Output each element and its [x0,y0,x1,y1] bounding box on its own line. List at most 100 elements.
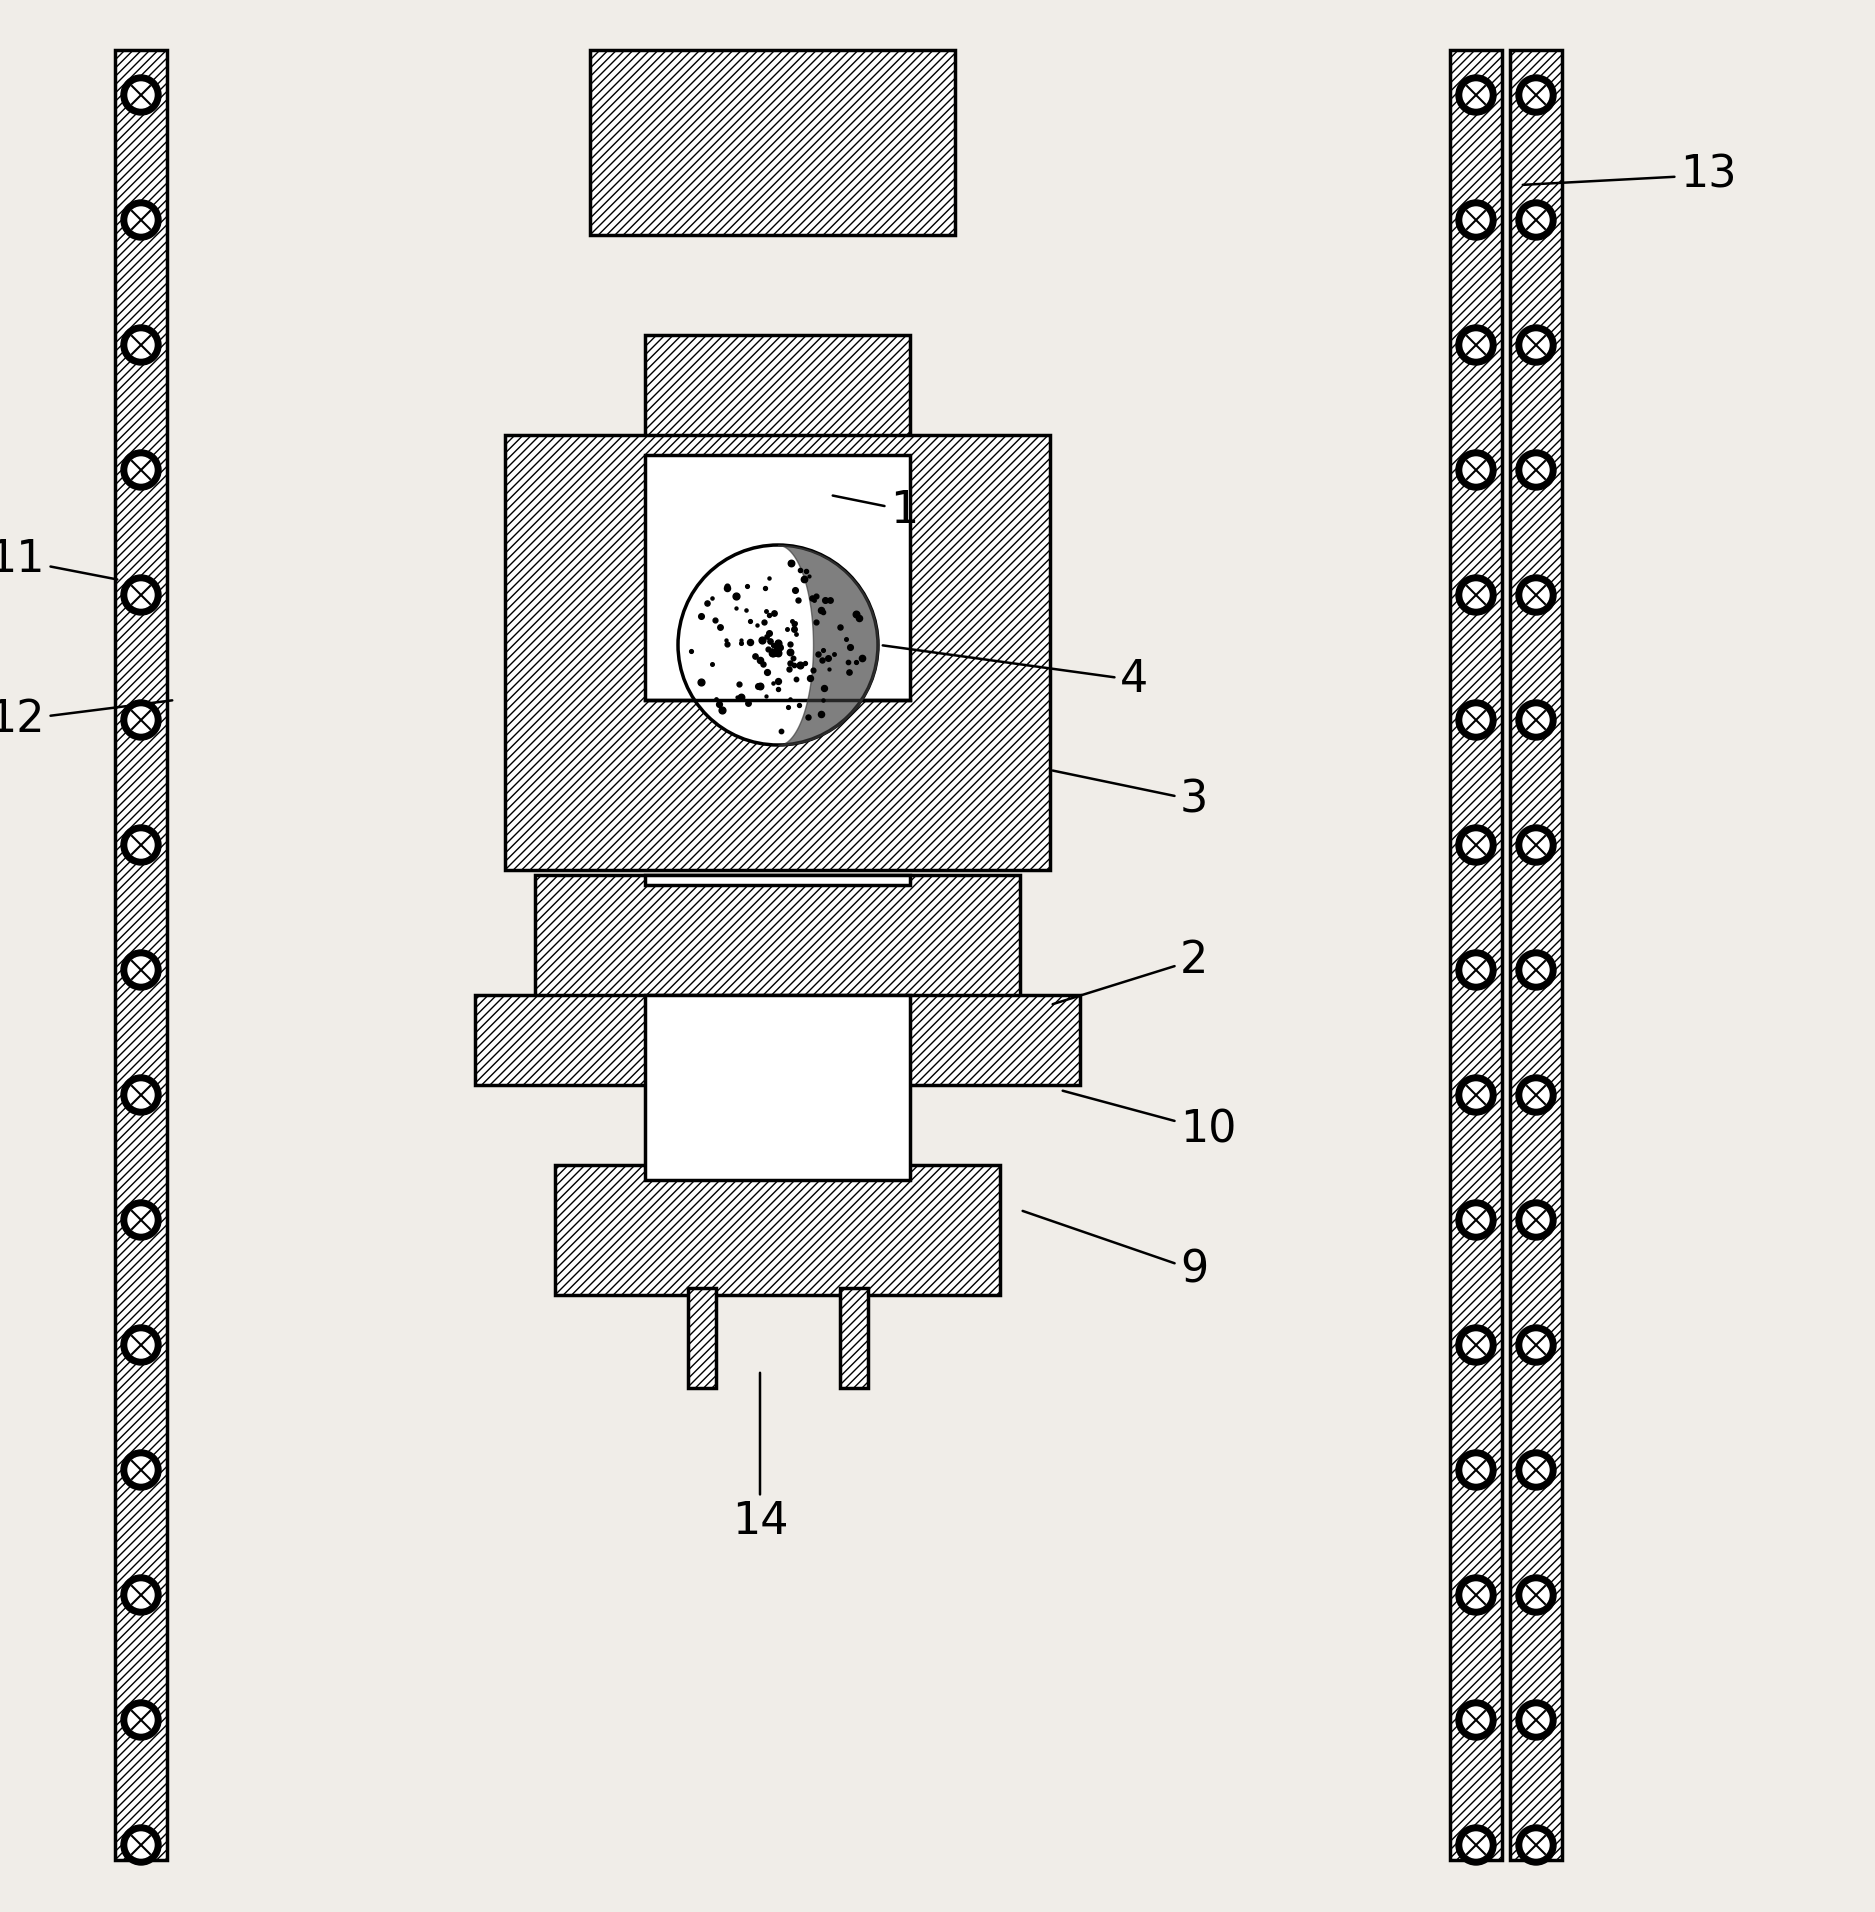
Circle shape [1522,333,1549,358]
Circle shape [128,1206,154,1233]
Circle shape [1457,1700,1496,1740]
Circle shape [1457,950,1496,990]
Circle shape [1462,333,1489,358]
Bar [555,1164,999,1294]
Circle shape [122,325,161,365]
Text: 3: 3 [1052,771,1208,822]
Circle shape [1522,1581,1549,1608]
Circle shape [128,82,154,107]
Circle shape [1462,1082,1489,1107]
Circle shape [1462,1457,1489,1484]
Circle shape [122,1700,161,1740]
Circle shape [122,950,161,990]
Bar [645,876,909,885]
Circle shape [128,707,154,732]
Circle shape [1457,201,1496,241]
Circle shape [1462,457,1489,484]
Circle shape [1522,1457,1549,1484]
Text: 14: 14 [731,1373,788,1543]
Circle shape [1517,1824,1556,1864]
Circle shape [1457,1325,1496,1365]
Circle shape [1457,824,1496,864]
Circle shape [1462,1832,1489,1858]
Circle shape [128,581,154,608]
Circle shape [1522,82,1549,107]
Circle shape [1517,824,1556,864]
Circle shape [1517,1449,1556,1489]
Circle shape [679,545,878,746]
Text: 1: 1 [832,488,919,532]
Circle shape [128,1581,154,1608]
Circle shape [1462,1333,1489,1358]
Circle shape [1457,576,1496,616]
Circle shape [1457,1201,1496,1241]
Circle shape [122,449,161,489]
Bar [654,1075,900,1176]
Circle shape [122,1075,161,1115]
Circle shape [1522,707,1549,732]
Circle shape [128,1457,154,1484]
Circle shape [122,824,161,864]
Circle shape [1517,1201,1556,1241]
Text: 13: 13 [1522,153,1736,197]
Circle shape [1517,449,1556,489]
Circle shape [1522,1832,1549,1858]
Circle shape [122,1449,161,1489]
Circle shape [122,576,161,616]
Circle shape [1522,1082,1549,1107]
Circle shape [1522,1707,1549,1732]
Bar [1449,50,1502,1860]
Bar [114,50,167,1860]
Circle shape [1457,1075,1496,1115]
Circle shape [128,958,154,983]
Circle shape [128,1082,154,1107]
Circle shape [1517,325,1556,365]
Circle shape [1457,449,1496,489]
Circle shape [1517,75,1556,115]
Text: 12: 12 [0,698,172,742]
Circle shape [1517,201,1556,241]
Circle shape [1517,1700,1556,1740]
Circle shape [128,1707,154,1732]
Circle shape [122,1325,161,1365]
Bar [645,455,909,700]
Circle shape [122,1575,161,1616]
Bar [504,436,1050,870]
Bar [534,876,1020,1015]
Text: 10: 10 [1063,1090,1236,1151]
Circle shape [1522,1206,1549,1233]
Circle shape [122,201,161,241]
Circle shape [1522,457,1549,484]
Text: 9: 9 [1022,1210,1208,1291]
Circle shape [1462,707,1489,732]
Circle shape [1462,958,1489,983]
Circle shape [1462,1707,1489,1732]
Text: 11: 11 [0,539,118,581]
Circle shape [122,1201,161,1241]
Bar [840,1289,868,1388]
Circle shape [1457,75,1496,115]
Bar [645,994,909,1180]
Circle shape [1462,581,1489,608]
Bar [645,335,909,449]
Circle shape [1517,700,1556,740]
Circle shape [122,75,161,115]
Circle shape [128,457,154,484]
Circle shape [1517,576,1556,616]
Circle shape [128,206,154,233]
Circle shape [1517,1325,1556,1365]
Circle shape [1522,832,1549,858]
Circle shape [1462,1206,1489,1233]
Circle shape [128,1832,154,1858]
Circle shape [1457,1449,1496,1489]
Circle shape [1517,950,1556,990]
Circle shape [122,700,161,740]
Text: 2: 2 [1052,939,1208,1004]
Circle shape [1462,82,1489,107]
Bar [688,1289,716,1388]
Circle shape [1457,325,1496,365]
Circle shape [1522,958,1549,983]
Circle shape [1462,1581,1489,1608]
Circle shape [1522,1333,1549,1358]
Circle shape [128,333,154,358]
